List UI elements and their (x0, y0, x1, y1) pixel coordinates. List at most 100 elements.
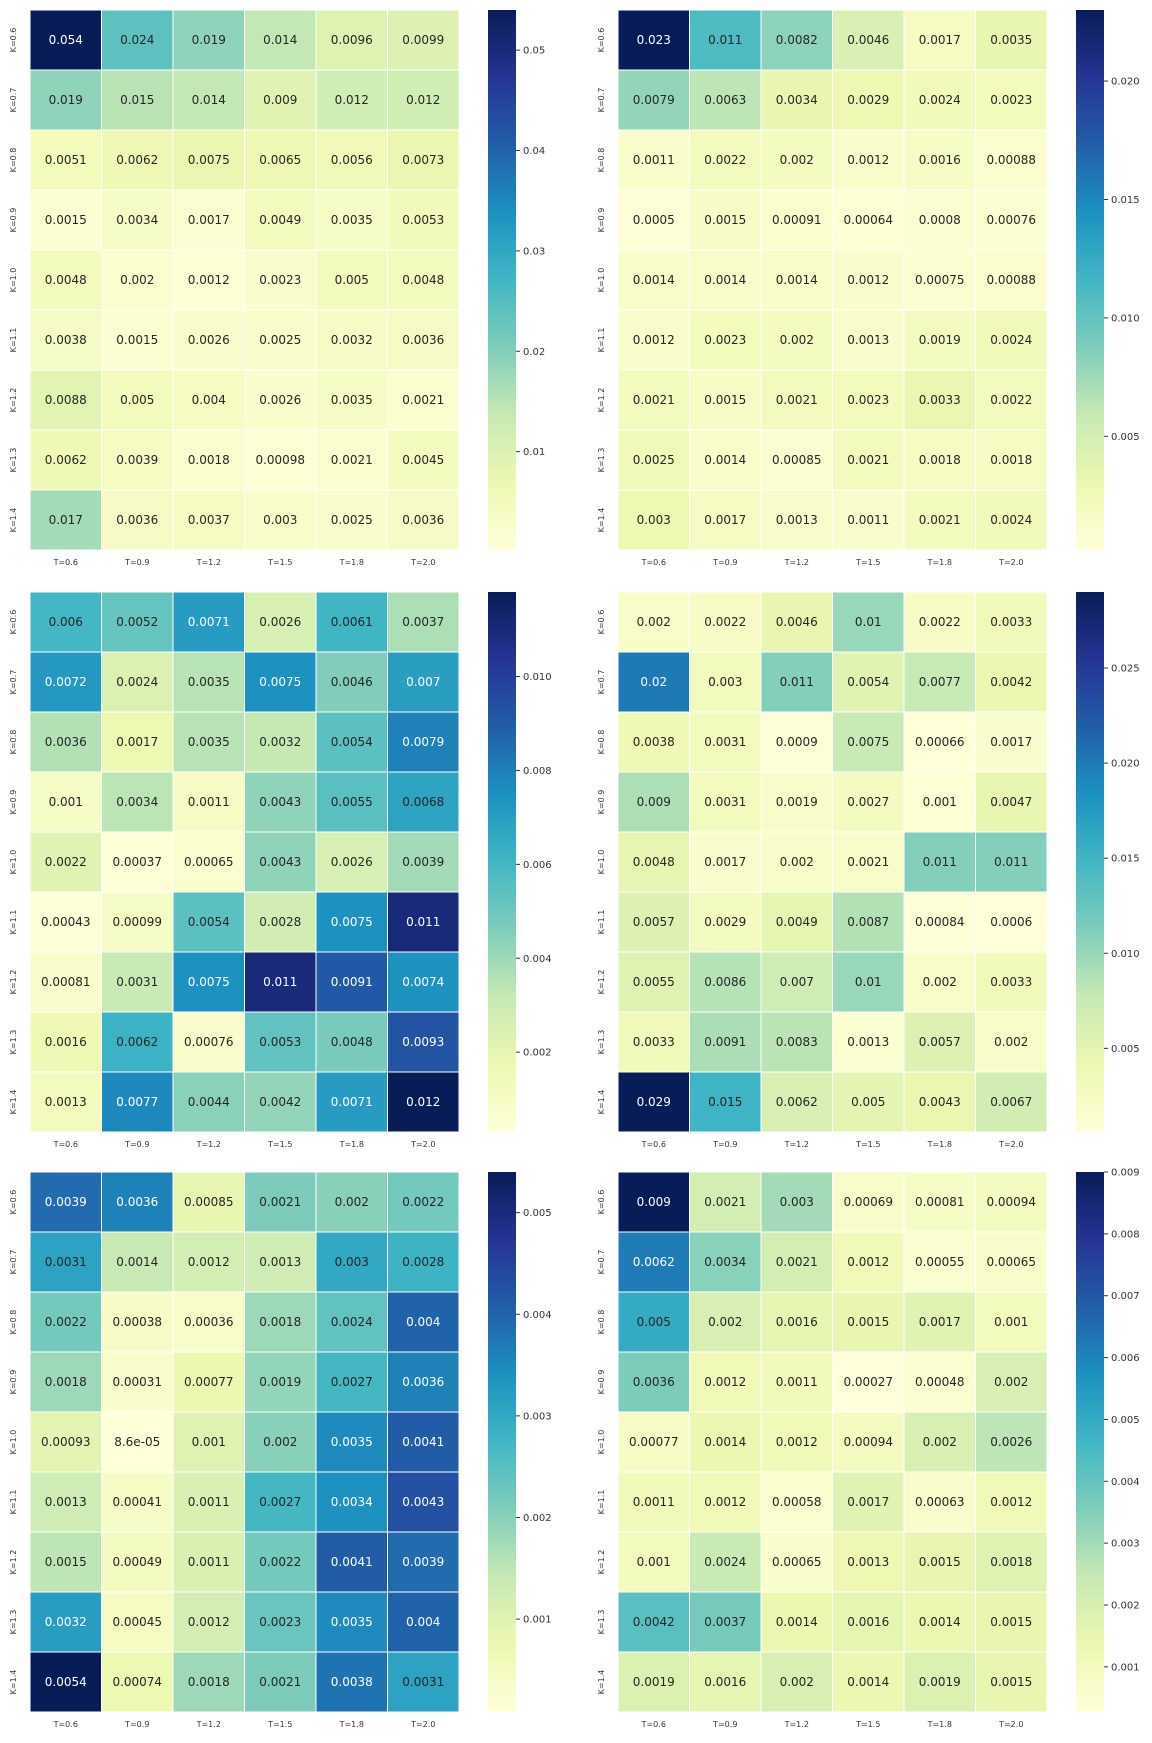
colorbar-tick-label: 0.004 (523, 1310, 552, 1321)
cell-value-label: 0.002 (780, 1675, 814, 1689)
y-tick-label: K=0.7 (597, 1250, 606, 1275)
cell-value-label: 0.0043 (402, 1495, 444, 1509)
y-tick-label: K=0.8 (597, 1310, 606, 1335)
cell-value-label: 0.001 (923, 795, 957, 809)
cell-value-label: 0.00081 (41, 975, 91, 989)
x-tick-label: T=1.2 (196, 1720, 221, 1729)
cell-value-label: 0.0075 (188, 153, 230, 167)
heatmap-cell (832, 771, 905, 833)
cell-value-label: 0.002 (994, 1035, 1028, 1049)
heatmap-cell (903, 1411, 976, 1473)
cell-value-label: 0.0013 (847, 333, 889, 347)
cell-value-label: 0.054 (49, 33, 83, 47)
cell-value-label: 0.00098 (255, 453, 305, 467)
cell-value-label: 0.0063 (704, 93, 746, 107)
cell-value-label: 0.0074 (402, 975, 444, 989)
heatmap-cell (101, 1351, 174, 1413)
cell-value-label: 0.0017 (919, 33, 961, 47)
x-tick-label: T=0.9 (712, 558, 737, 567)
y-tick-label: K=1.1 (597, 910, 606, 935)
heatmap-cell (903, 891, 976, 953)
heatmap-cell (832, 1531, 905, 1593)
colorbar-tick-label: 0.015 (1111, 854, 1140, 865)
cell-value-label: 0.014 (263, 33, 297, 47)
cell-value-label: 0.0021 (919, 513, 961, 527)
cell-value-label: 0.0012 (633, 333, 675, 347)
cell-value-label: 0.00037 (112, 855, 162, 869)
heatmap-cell (617, 189, 690, 251)
cell-value-label: 0.0014 (847, 1675, 889, 1689)
heatmap-cell (172, 1351, 245, 1413)
heatmap-cell (760, 189, 833, 251)
heatmap-cell (101, 651, 174, 713)
cell-value-label: 0.001 (49, 795, 83, 809)
colorbar-tick-label: 0.008 (1111, 1229, 1140, 1240)
colorbar (488, 10, 516, 550)
heatmap-cell (617, 711, 690, 773)
heatmap-cell (315, 1651, 388, 1713)
cell-value-label: 0.0046 (847, 33, 889, 47)
heatmap-cell (832, 831, 905, 893)
cell-value-label: 0.0051 (45, 153, 87, 167)
cell-value-label: 0.0061 (331, 615, 373, 629)
cell-value-label: 0.0071 (331, 1095, 373, 1109)
cell-value-label: 0.0054 (847, 675, 889, 689)
colorbar-tick-label: 0.004 (1111, 1477, 1140, 1488)
heatmap-cell (244, 249, 317, 311)
heatmap-cell (101, 9, 174, 71)
y-tick-label: K=1.2 (9, 1550, 18, 1575)
heatmap-cell (101, 1011, 174, 1073)
cell-value-label: 0.00055 (915, 1255, 965, 1269)
cell-value-label: 0.0022 (704, 153, 746, 167)
cell-value-label: 0.0013 (847, 1035, 889, 1049)
heatmap-cell (244, 831, 317, 893)
cell-value-label: 0.003 (780, 1195, 814, 1209)
cell-value-label: 0.012 (406, 93, 440, 107)
heatmap-cell (975, 1071, 1048, 1133)
heatmap-cell (689, 309, 762, 371)
cell-value-label: 0.0011 (633, 1495, 675, 1509)
cell-value-label: 0.0012 (990, 1495, 1032, 1509)
cell-value-label: 0.0088 (45, 393, 87, 407)
cell-value-label: 0.0011 (188, 1555, 230, 1569)
cell-value-label: 0.0016 (704, 1675, 746, 1689)
heatmap-cell (975, 1531, 1048, 1593)
colorbar-tick-label: 0.05 (523, 46, 545, 57)
cell-value-label: 0.00085 (184, 1195, 234, 1209)
heatmap-cell (29, 249, 102, 311)
cell-value-label: 0.00027 (843, 1375, 893, 1389)
cell-value-label: 0.011 (708, 33, 742, 47)
heatmap-cell (760, 891, 833, 953)
cell-value-label: 0.019 (192, 33, 226, 47)
cell-value-label: 0.0022 (259, 1555, 301, 1569)
cell-value-label: 0.0037 (402, 615, 444, 629)
cell-value-label: 0.00093 (41, 1435, 91, 1449)
cell-value-label: 0.0036 (116, 513, 158, 527)
heatmap-cell (760, 651, 833, 713)
heatmap-cell (832, 1651, 905, 1713)
cell-value-label: 0.0013 (45, 1495, 87, 1509)
heatmap-cell (387, 831, 460, 893)
cell-value-label: 0.0075 (259, 675, 301, 689)
cell-value-label: 0.0025 (331, 513, 373, 527)
cell-value-label: 0.011 (406, 915, 440, 929)
heatmap-cell (101, 1291, 174, 1353)
cell-value-label: 0.0049 (259, 213, 301, 227)
cell-value-label: 0.0022 (919, 615, 961, 629)
cell-value-label: 0.0021 (331, 453, 373, 467)
heatmap-cell (760, 129, 833, 191)
cell-value-label: 0.0021 (847, 855, 889, 869)
cell-value-label: 0.00085 (772, 453, 822, 467)
heatmap-cell (975, 309, 1048, 371)
cell-value-label: 0.0062 (116, 1035, 158, 1049)
heatmap-cell (387, 891, 460, 953)
cell-value-label: 0.0023 (990, 93, 1032, 107)
heatmap-cell (903, 1291, 976, 1353)
heatmap-cell (387, 309, 460, 371)
cell-value-label: 0.017 (49, 513, 83, 527)
cell-value-label: 0.0018 (45, 1375, 87, 1389)
heatmap-cell (244, 1291, 317, 1353)
cell-value-label: 0.0054 (45, 1675, 87, 1689)
x-tick-label: T=1.8 (927, 558, 952, 567)
heatmap-cell (975, 1351, 1048, 1413)
